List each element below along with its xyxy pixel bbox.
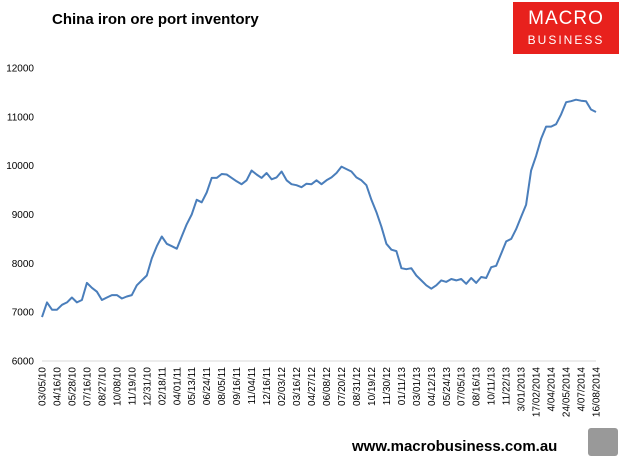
x-tick-label: 10/19/12 (367, 367, 378, 406)
x-tick-label: 11/04/11 (247, 367, 258, 405)
x-tick-label: 12/31/10 (142, 367, 153, 406)
wolf-icon (588, 428, 618, 456)
y-tick-label: 9000 (12, 210, 35, 221)
x-tick-label: 08/27/10 (97, 367, 108, 406)
x-tick-label: 12/16/11 (262, 367, 273, 406)
logo-text: MACRO (528, 8, 604, 29)
y-tick-label: 8000 (12, 259, 35, 270)
x-tick-label: 3/01/2013 (517, 367, 528, 412)
x-tick-label: 07/20/12 (337, 367, 348, 406)
x-tick-label: 02/18/11 (157, 367, 168, 406)
x-tick-label: 17/02/2014 (532, 367, 543, 417)
y-tick-label: 10000 (6, 161, 34, 172)
x-tick-label: 07/05/13 (457, 367, 468, 406)
x-tick-label: 04/01/11 (172, 367, 183, 406)
x-tick-label: 16/08/2014 (592, 367, 603, 417)
x-tick-label: 04/27/12 (307, 367, 318, 406)
y-tick-label: 11000 (7, 112, 35, 123)
x-tick-label: 05/24/13 (442, 367, 453, 406)
x-tick-label: 05/13/11 (187, 367, 198, 406)
x-tick-label: 4/04/2014 (547, 367, 558, 412)
x-tick-label: 06/24/11 (202, 367, 213, 406)
x-tick-label: 11/22/13 (502, 367, 513, 406)
logo-text: BUSINESS (528, 33, 605, 47)
x-tick-label: 24/05/2014 (562, 367, 573, 417)
y-tick-label: 12000 (6, 64, 34, 75)
x-tick-label: 05/28/10 (67, 367, 78, 406)
x-tick-label: 11/30/12 (382, 367, 393, 406)
logo-box (513, 2, 619, 54)
x-tick-label: 03/16/12 (292, 367, 303, 406)
x-tick-label: 04/16/10 (52, 367, 63, 406)
x-tick-label: 11/19/10 (127, 367, 138, 406)
x-tick-label: 08/31/12 (352, 367, 363, 406)
x-tick-label: 03/01/13 (412, 367, 423, 406)
x-tick-label: 02/03/12 (277, 367, 288, 406)
x-tick-label: 04/12/13 (427, 367, 438, 406)
y-tick-label: 7000 (12, 308, 35, 319)
y-tick-label: 6000 (12, 357, 35, 368)
x-tick-label: 06/08/12 (322, 367, 333, 406)
x-tick-label: 03/05/10 (38, 367, 49, 406)
chart-title: China iron ore port inventory (52, 11, 259, 28)
footer: www.macrobusiness.com.au (351, 438, 557, 455)
x-tick-label: 08/16/13 (472, 367, 483, 406)
x-tick-label: 4/07/2014 (577, 367, 588, 412)
x-tick-label: 10/08/10 (112, 367, 123, 406)
x-tick-label: 01/11/13 (397, 367, 408, 406)
x-tick-label: 10/11/13 (487, 367, 498, 406)
x-tick-label: 07/16/10 (82, 367, 93, 406)
data-line (41, 98, 597, 318)
x-tick-label: 09/16/11 (232, 367, 243, 406)
x-tick-label: 08/05/11 (217, 367, 228, 406)
